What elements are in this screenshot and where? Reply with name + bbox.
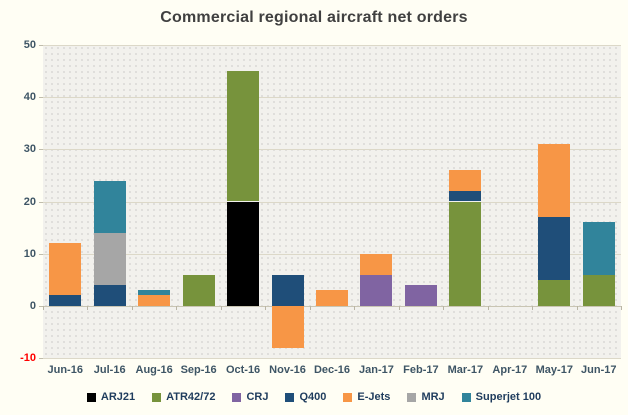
bar-segment-superjet-100 bbox=[582, 222, 615, 275]
gridline bbox=[43, 97, 621, 99]
y-tick-label: 40 bbox=[23, 91, 36, 104]
y-axis-tick bbox=[39, 45, 43, 46]
y-tick-label: 20 bbox=[23, 195, 36, 208]
bar-segment-q400 bbox=[271, 274, 304, 306]
x-axis-tick bbox=[487, 305, 489, 310]
x-axis-label: Dec-16 bbox=[313, 364, 351, 376]
legend-item: E-Jets bbox=[343, 391, 390, 403]
legend-label: ARJ21 bbox=[100, 391, 136, 403]
bar-segment-crj bbox=[360, 274, 393, 306]
x-axis-tick bbox=[532, 305, 534, 310]
y-axis-tick bbox=[39, 253, 43, 255]
bar-segment-e-jets bbox=[538, 144, 571, 218]
x-axis-label: Feb-17 bbox=[403, 364, 439, 376]
bar-segment-q400 bbox=[93, 284, 126, 306]
y-tick-label: 0 bbox=[29, 299, 36, 312]
x-axis-label: Jun-17 bbox=[581, 364, 617, 376]
legend-label: E-Jets bbox=[357, 391, 391, 403]
y-axis-tick bbox=[39, 305, 43, 307]
x-axis-tick bbox=[576, 305, 578, 310]
bar-segment-q400 bbox=[49, 295, 82, 306]
bar-segment-crj bbox=[404, 284, 437, 306]
bar-segment-e-jets bbox=[360, 253, 393, 275]
bar-segment-e-jets bbox=[271, 305, 304, 348]
legend-label: Q400 bbox=[299, 391, 327, 403]
y-axis-tick bbox=[39, 97, 43, 99]
bar-segment-atr42-72 bbox=[582, 274, 615, 306]
legend-label: CRJ bbox=[246, 391, 269, 403]
x-axis-label: Apr-17 bbox=[492, 364, 528, 376]
legend-swatch bbox=[232, 392, 242, 402]
bar-segment-e-jets bbox=[449, 170, 482, 192]
y-axis-tick bbox=[39, 149, 43, 151]
plot-area bbox=[39, 45, 622, 359]
legend-swatch bbox=[152, 392, 162, 402]
bar-segment-atr42-72 bbox=[182, 274, 215, 306]
x-axis-tick bbox=[443, 305, 445, 310]
legend-item: CRJ bbox=[232, 391, 268, 403]
y-axis-tick bbox=[39, 358, 43, 359]
x-axis-label: Jan-17 bbox=[359, 364, 394, 376]
x-axis-tick bbox=[398, 305, 400, 310]
legend-swatch bbox=[285, 392, 295, 402]
legend-label: ATR42/72 bbox=[166, 391, 216, 403]
x-axis-tick bbox=[176, 305, 178, 310]
x-axis-label: Oct-16 bbox=[225, 364, 261, 376]
y-axis-tick bbox=[39, 201, 43, 203]
bar-segment-mrj bbox=[93, 232, 126, 285]
x-axis-label: Sep-16 bbox=[180, 364, 217, 376]
y-tick-label: 30 bbox=[23, 143, 36, 156]
legend-item: ARJ21 bbox=[86, 391, 136, 403]
legend-swatch bbox=[86, 392, 96, 402]
y-tick-label: 50 bbox=[23, 39, 36, 51]
bar-segment-atr42-72 bbox=[449, 201, 482, 306]
x-axis-label: Jun-16 bbox=[47, 364, 83, 376]
x-axis-tick bbox=[265, 305, 267, 310]
legend-item: MRJ bbox=[407, 391, 445, 403]
bar-segment-superjet-100 bbox=[138, 290, 171, 296]
legend-swatch bbox=[407, 392, 417, 402]
legend-item: Q400 bbox=[285, 391, 326, 403]
legend-swatch bbox=[343, 392, 353, 402]
x-axis-tick bbox=[131, 305, 133, 310]
x-axis-tick bbox=[309, 305, 311, 310]
x-axis-label: Jul-16 bbox=[93, 364, 126, 376]
x-axis-tick bbox=[354, 305, 356, 310]
legend-label: MRJ bbox=[421, 391, 445, 403]
legend-item: Superjet 100 bbox=[461, 391, 542, 403]
bar-segment-e-jets bbox=[316, 290, 348, 306]
bar-segment-arj21 bbox=[227, 201, 260, 306]
x-axis-tick bbox=[43, 305, 44, 310]
x-axis-label: Aug-16 bbox=[135, 364, 173, 376]
bar-segment-atr42-72 bbox=[538, 279, 571, 306]
legend: ARJ21 ATR42/72 CRJ Q400 E-Jets MRJ Superjet 10… bbox=[0, 391, 628, 403]
legend-swatch bbox=[461, 392, 471, 402]
x-axis-label: May-17 bbox=[535, 364, 573, 376]
x-axis-label: Nov-16 bbox=[269, 364, 306, 376]
gridline bbox=[43, 305, 621, 307]
bar-segment-atr42-72 bbox=[227, 71, 260, 202]
bar-segment-superjet-100 bbox=[93, 180, 126, 233]
gridline bbox=[43, 358, 621, 359]
y-tick-label: 10 bbox=[23, 247, 36, 260]
bar-segment-e-jets bbox=[49, 243, 82, 296]
bar-segment-q400 bbox=[538, 217, 571, 280]
bar-segment-q400 bbox=[449, 191, 482, 202]
y-tick-label: -10 bbox=[20, 352, 36, 364]
x-axis-tick bbox=[621, 305, 622, 310]
bar-segment-e-jets bbox=[138, 295, 171, 306]
legend-item: ATR42/72 bbox=[152, 391, 215, 403]
legend-label: Superjet 100 bbox=[475, 391, 542, 403]
x-axis-label: Mar-17 bbox=[447, 364, 484, 376]
chart-title: Commercial regional aircraft net orders bbox=[160, 9, 468, 26]
gridline bbox=[43, 45, 621, 46]
gridline bbox=[43, 149, 621, 151]
gridline bbox=[43, 201, 621, 203]
x-axis-tick bbox=[220, 305, 222, 310]
gridline bbox=[43, 253, 621, 255]
x-axis-tick bbox=[87, 305, 89, 310]
